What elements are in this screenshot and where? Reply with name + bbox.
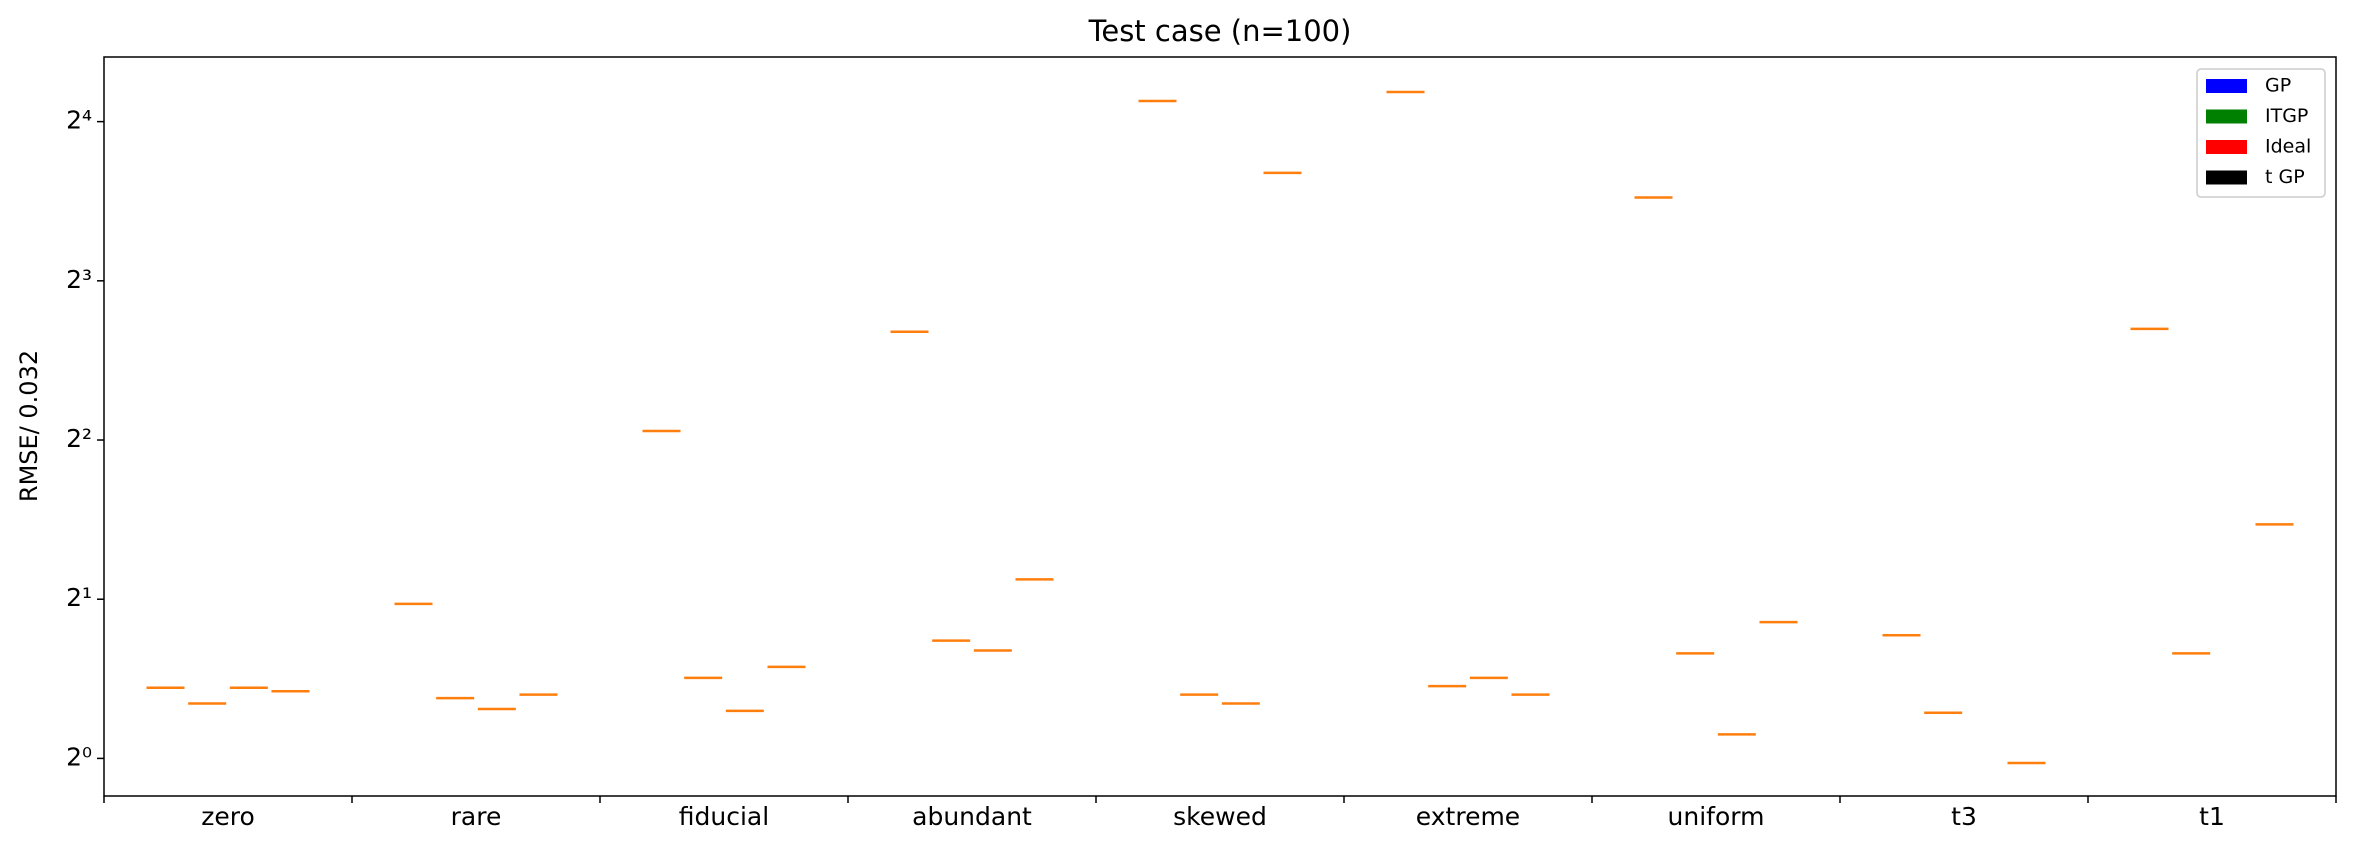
x-tick-label: extreme [1416, 802, 1520, 831]
y-tick-label: 2³ [66, 265, 92, 294]
x-tick-label: skewed [1173, 802, 1267, 831]
legend-label: Ideal [2265, 136, 2311, 158]
x-tick-label: abundant [912, 802, 1032, 831]
x-tick-label: uniform [1668, 802, 1765, 831]
legend-label: ITGP [2265, 105, 2308, 127]
legend-box [2196, 68, 2326, 198]
legend-swatch [2206, 109, 2247, 124]
y-tick-label: 2⁴ [66, 106, 92, 135]
x-tick-label: zero [201, 802, 255, 831]
y-tick-label: 2¹ [66, 583, 92, 612]
plot-frame [103, 56, 2337, 797]
chart-title: Test case (n=100) [1088, 14, 1352, 48]
legend-swatch [2206, 140, 2247, 154]
y-tick-label: 2⁰ [66, 742, 92, 771]
y-tick-label: 2² [66, 424, 92, 453]
y-axis-label: RMSE/ 0.032 [15, 350, 43, 502]
legend-label: t GP [2265, 166, 2305, 188]
legend-swatch [2206, 170, 2247, 185]
x-tick-label: fiducial [679, 802, 769, 831]
legend-label: GP [2265, 75, 2291, 97]
x-tick-label: rare [451, 802, 502, 831]
legend-swatch [2206, 79, 2247, 93]
x-tick-label: t1 [2199, 802, 2225, 831]
x-tick-label: t3 [1951, 802, 1977, 831]
